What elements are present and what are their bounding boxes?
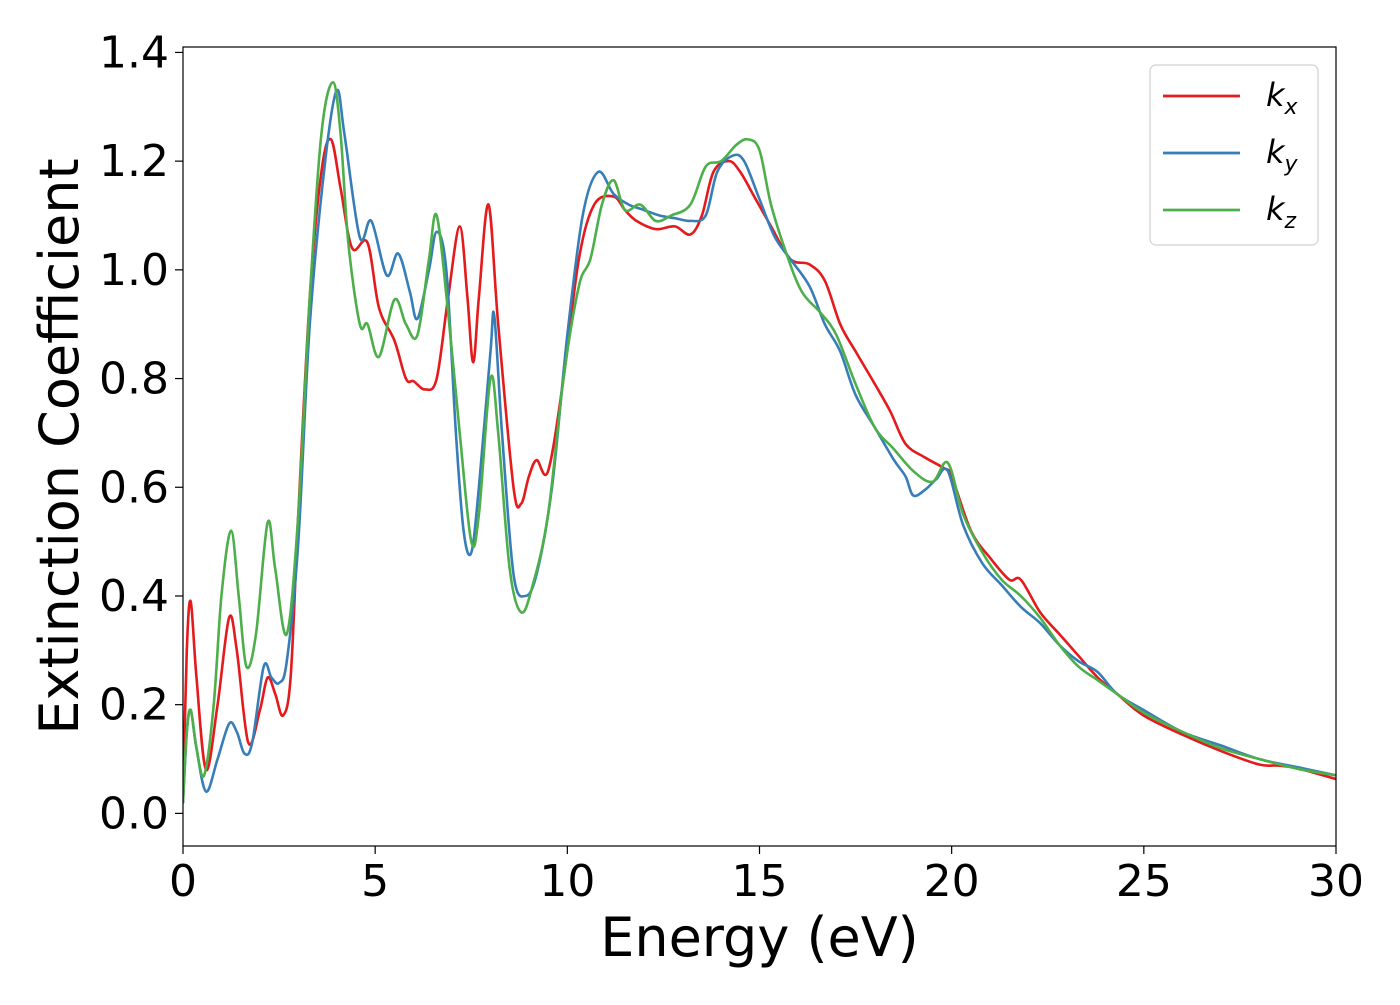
x-axis-label: Energy (eV): [600, 906, 919, 969]
legend-entry-label: kz: [1266, 190, 1297, 234]
series-line-kx: [183, 137, 1336, 804]
x-tick-label: 5: [361, 856, 389, 907]
y-tick-label: 1.4: [99, 27, 169, 78]
legend-entry-name: k: [1266, 133, 1286, 171]
legend-entry-subscript: z: [1284, 209, 1297, 234]
y-tick-label: 1.2: [99, 136, 169, 187]
legend-entry-label: ky: [1266, 133, 1299, 177]
x-tick-label: 30: [1308, 856, 1364, 907]
x-tick-label: 20: [924, 856, 980, 907]
x-tick-label: 15: [732, 856, 788, 907]
y-axis: 0.0 0.2 0.4 0.6 0.8 1.0 1.2 1.4: [99, 27, 183, 839]
legend-box: [1149, 64, 1319, 246]
legend-entry-name: k: [1266, 190, 1286, 228]
legend-entry-name: k: [1266, 76, 1286, 114]
y-tick-label: 0.6: [99, 462, 169, 513]
series-line-kz: [183, 81, 1336, 804]
x-axis: 0 5 10 15 20 25 30: [169, 846, 1364, 907]
y-tick-label: 0.4: [99, 571, 169, 622]
series-layer: [183, 81, 1336, 804]
x-tick-label: 10: [539, 856, 595, 907]
legend-entry-subscript: y: [1284, 152, 1299, 177]
y-tick-label: 1.0: [99, 245, 169, 296]
y-axis-label: Extinction Coefficient: [28, 158, 91, 734]
y-tick-label: 0.0: [99, 788, 169, 839]
legend-entry-subscript: x: [1284, 95, 1299, 120]
y-tick-label: 0.8: [99, 354, 169, 405]
y-tick-label: 0.2: [99, 680, 169, 731]
x-tick-label: 25: [1116, 856, 1172, 907]
legend-entry-label: kx: [1266, 76, 1299, 120]
x-tick-label: 0: [169, 856, 197, 907]
